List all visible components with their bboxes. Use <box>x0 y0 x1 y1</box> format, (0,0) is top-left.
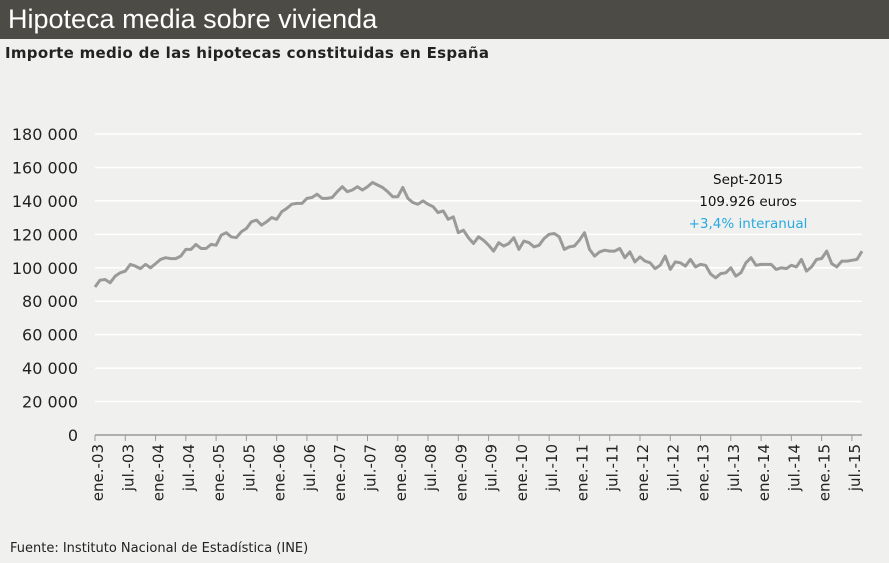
x-tick-label: jul.-05 <box>240 444 258 492</box>
x-tick-label: jul.-14 <box>785 444 803 492</box>
y-tick-label: 60 000 <box>22 326 78 345</box>
x-tick-label: ene.-15 <box>816 444 834 501</box>
x-tick-label: jul.-13 <box>725 444 743 492</box>
x-tick-label: ene.-03 <box>89 444 107 501</box>
annotation-value: 109.926 euros <box>699 194 797 210</box>
x-tick-label: ene.-11 <box>573 444 591 501</box>
x-tick-label: jul.-10 <box>543 444 561 492</box>
source-note: Fuente: Instituto Nacional de Estadístic… <box>10 541 309 556</box>
annotation-period: Sept-2015 <box>713 172 783 188</box>
y-tick-label: 140 000 <box>12 192 78 211</box>
x-tick-label: ene.-07 <box>331 444 349 501</box>
x-tick-label: ene.-06 <box>271 444 289 501</box>
y-tick-label: 120 000 <box>12 225 78 244</box>
x-tick-label: jul.-04 <box>180 444 198 492</box>
page-title: Hipoteca media sobre vivienda <box>8 4 378 34</box>
x-tick-label: jul.-12 <box>664 444 682 492</box>
x-tick-label: jul.-03 <box>119 444 137 492</box>
title-bar: Hipoteca media sobre vivienda <box>0 0 889 39</box>
x-tick-label: ene.-12 <box>634 444 652 501</box>
x-tick-label: ene.-14 <box>755 444 773 501</box>
y-tick-label: 40 000 <box>22 359 78 378</box>
x-tick-label: jul.-15 <box>846 444 864 492</box>
y-tick-label: 0 <box>68 426 78 445</box>
y-tick-label: 20 000 <box>22 393 78 412</box>
x-tick-label: jul.-09 <box>483 444 501 492</box>
x-tick-label: ene.-09 <box>452 444 470 501</box>
x-tick-label: ene.-04 <box>150 444 168 501</box>
x-tick-label: ene.-13 <box>695 444 713 501</box>
y-tick-label: 180 000 <box>12 125 78 144</box>
annotation-change: +3,4% interanual <box>689 216 808 232</box>
x-tick-label: ene.-10 <box>513 444 531 501</box>
x-tick-label: jul.-11 <box>604 444 622 492</box>
series-line <box>93 181 864 288</box>
x-tick-label: jul.-07 <box>361 444 379 492</box>
y-tick-label: 160 000 <box>12 158 78 177</box>
y-tick-label: 100 000 <box>12 259 78 278</box>
y-tick-label: 80 000 <box>22 292 78 311</box>
chart-title: Importe medio de las hipotecas constitui… <box>5 44 490 62</box>
x-tick-label: ene.-05 <box>210 444 228 501</box>
x-tick-label: jul.-08 <box>422 444 440 492</box>
x-tick-label: jul.-06 <box>301 444 319 492</box>
x-tick-label: ene.-08 <box>392 444 410 501</box>
